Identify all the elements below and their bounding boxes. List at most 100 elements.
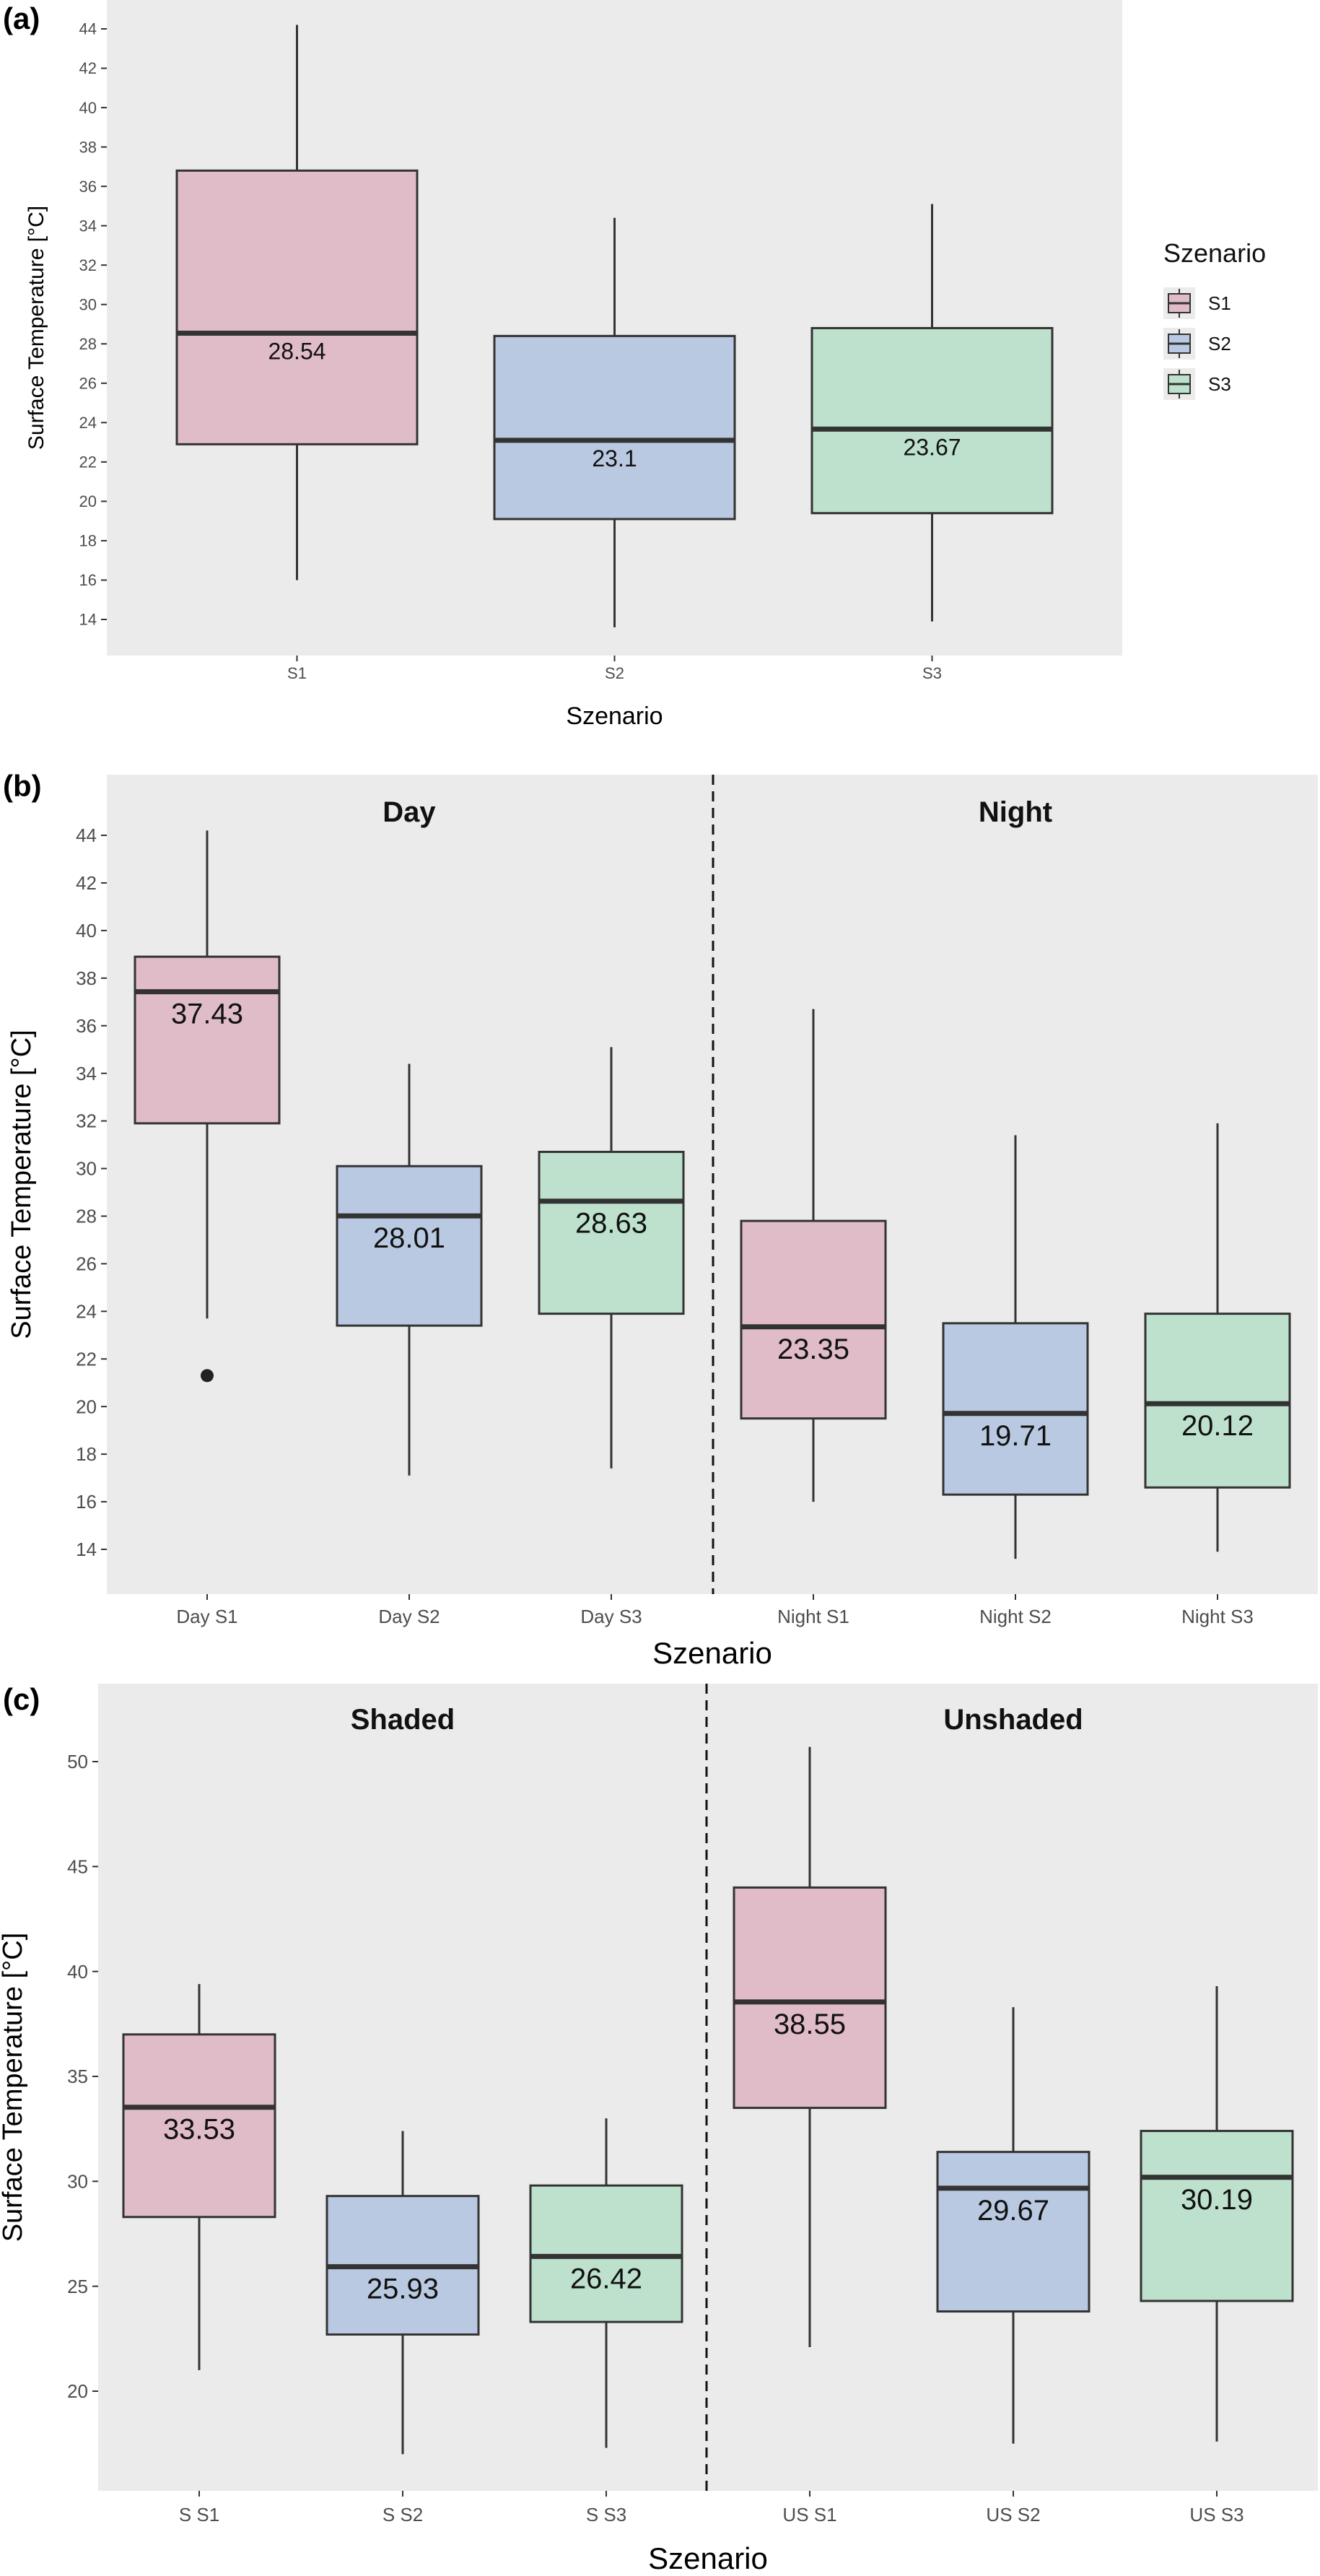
panel-1-box-1-median-label: 28.54 [268, 339, 325, 365]
panel-2-label: (b) [3, 769, 42, 803]
panel-3-ytick-label: 20 [67, 2380, 88, 2402]
panel-3-ytick-label: 35 [67, 2066, 88, 2087]
panel-1-ytick-label: 20 [79, 492, 97, 510]
panel-2-box-1-outlier [201, 1369, 214, 1383]
panel-3-ytick-label: 30 [67, 2170, 88, 2192]
panel-2-xlabel: Szenario [652, 1636, 772, 1670]
panel-2-xtick-label: Day S2 [378, 1606, 440, 1627]
panel-3-ytick-label: 40 [67, 1961, 88, 1983]
panel-2-ytick-label: 36 [76, 1015, 97, 1037]
panel-3-ytick-label: 45 [67, 1855, 88, 1877]
panel-1-box-1-iqr [175, 169, 419, 445]
panel-2-box-6-median-label: 20.12 [1181, 1410, 1254, 1442]
panel-2-xtick-label: Night S3 [1181, 1606, 1254, 1627]
panel-2-box-5-iqr [942, 1322, 1089, 1496]
panel-1-box-2-median-label: 23.1 [592, 445, 637, 471]
panel-3-plot-area [98, 1684, 1318, 2491]
panel-3-box-1-iqr [122, 2033, 276, 2219]
panel-2-ytick-label: 44 [76, 824, 97, 846]
panel-3-label: (c) [3, 1682, 40, 1716]
panel-2-ytick-label: 28 [76, 1206, 97, 1227]
panel-3-xtick-label: US S2 [986, 2504, 1040, 2525]
panel-1-ytick-label: 18 [79, 532, 97, 550]
panel-2-box-1-iqr [134, 955, 281, 1125]
panel-1-box-3-iqr [810, 326, 1054, 515]
panel-3-box-5-median-label: 29.67 [977, 2195, 1049, 2227]
panel-2-ytick-label: 40 [76, 920, 97, 941]
panel-2-ytick-label: 18 [76, 1443, 97, 1465]
panel-2-facet-title: Day [383, 796, 436, 828]
panel-2-ylabel: Surface Temperature [°C] [6, 1030, 37, 1339]
panel-3-box-3-iqr [529, 2184, 683, 2323]
panel-2-box-6-iqr [1144, 1313, 1291, 1489]
panel-3-xlabel: Szenario [648, 2541, 768, 2575]
panel-1-xlabel: Szenario [566, 702, 663, 730]
panel-3-box-3-median-label: 26.42 [570, 2263, 642, 2294]
panel-2-ytick-label: 42 [76, 872, 97, 894]
panel-2-ytick-label: 24 [76, 1300, 97, 1322]
panel-1-ytick-label: 14 [79, 611, 97, 629]
panel-3-box-6-iqr [1140, 2130, 1294, 2302]
panel-3-ylabel: Surface Temperature [°C] [0, 1933, 28, 2242]
panel-3-box-4-median-label: 38.55 [774, 2009, 846, 2040]
panel-2-ytick-label: 30 [76, 1158, 97, 1180]
panel-2-ytick-label: 26 [76, 1253, 97, 1275]
panel-2-xtick-label: Day S1 [176, 1606, 237, 1627]
panel-3-facet-title: Shaded [351, 1704, 455, 1736]
panel-1-ytick-label: 40 [79, 99, 97, 117]
panel-1-ytick-label: 30 [79, 295, 97, 313]
panel-2-box-4-iqr [740, 1219, 887, 1420]
panel-3-ytick-label: 50 [67, 1751, 88, 1772]
panel-2-ytick-label: 32 [76, 1110, 97, 1132]
panel-2-box-5-median-label: 19.71 [979, 1420, 1052, 1452]
panel-3-xtick-label: S S1 [179, 2504, 219, 2525]
legend-title: Szenario [1163, 238, 1266, 268]
legend-label-s2: S2 [1208, 333, 1231, 354]
panel-2-ytick-label: 14 [76, 1539, 97, 1560]
panel-2-box-1-median-label: 37.43 [171, 998, 243, 1030]
panel-1-ytick-label: 34 [79, 217, 97, 235]
panel-1-ytick-label: 24 [79, 414, 97, 432]
panel-2-ytick-label: 20 [76, 1396, 97, 1417]
panel-1-box-2-iqr [493, 334, 736, 521]
legend-label-s1: S1 [1208, 292, 1231, 314]
panel-2-xtick-label: Day S3 [580, 1606, 642, 1627]
panel-3-box-6-median-label: 30.19 [1181, 2184, 1253, 2216]
panel-2-box-3-median-label: 28.63 [575, 1208, 647, 1240]
panel-3-xtick-label: US S1 [782, 2504, 836, 2525]
panel-2-facet-title: Night [979, 796, 1052, 828]
panel-1-box-3-median-label: 23.67 [903, 434, 961, 460]
panel-2-xtick-label: Night S2 [979, 1606, 1052, 1627]
panel-1-ytick-label: 16 [79, 571, 97, 589]
panel-2-box-2-median-label: 28.01 [373, 1222, 445, 1254]
panel-1-label: (a) [3, 1, 40, 35]
panel-2-xtick-label: Night S1 [777, 1606, 849, 1627]
panel-2-ytick-label: 34 [76, 1063, 97, 1084]
panel-3-xtick-label: S S2 [383, 2504, 423, 2525]
panel-2-ytick-label: 22 [76, 1348, 97, 1370]
panel-3-facet-title: Unshaded [943, 1704, 1083, 1736]
panel-1-ytick-label: 44 [79, 20, 97, 38]
panel-3-box-4-iqr [733, 1886, 887, 2110]
panel-3-box-1-median-label: 33.53 [163, 2114, 235, 2146]
panel-1-xtick-label: S3 [922, 664, 942, 682]
panel-3-xtick-label: S S3 [586, 2504, 626, 2525]
panel-3-ytick-label: 25 [67, 2276, 88, 2297]
panel-3-box-5-iqr [936, 2151, 1090, 2313]
panel-1-ytick-label: 38 [79, 138, 97, 156]
panel-1-ytick-label: 32 [79, 256, 97, 274]
panel-2-ytick-label: 16 [76, 1491, 97, 1513]
legend-label-s3: S3 [1208, 373, 1231, 395]
panel-2-box-3-iqr [538, 1150, 685, 1315]
panel-1-ytick-label: 42 [79, 59, 97, 77]
panel-1-xtick-label: S1 [287, 664, 307, 682]
panel-1-ytick-label: 26 [79, 375, 97, 393]
panel-1-xtick-label: S2 [605, 664, 624, 682]
panel-2-box-4-median-label: 23.35 [777, 1333, 849, 1365]
panel-3-box-2-median-label: 25.93 [367, 2273, 439, 2305]
panel-1-ytick-label: 22 [79, 453, 97, 471]
panel-3-xtick-label: US S3 [1189, 2504, 1243, 2525]
panel-1-ylabel: Surface Temperature [°C] [25, 206, 48, 450]
panel-2-ytick-label: 38 [76, 967, 97, 989]
